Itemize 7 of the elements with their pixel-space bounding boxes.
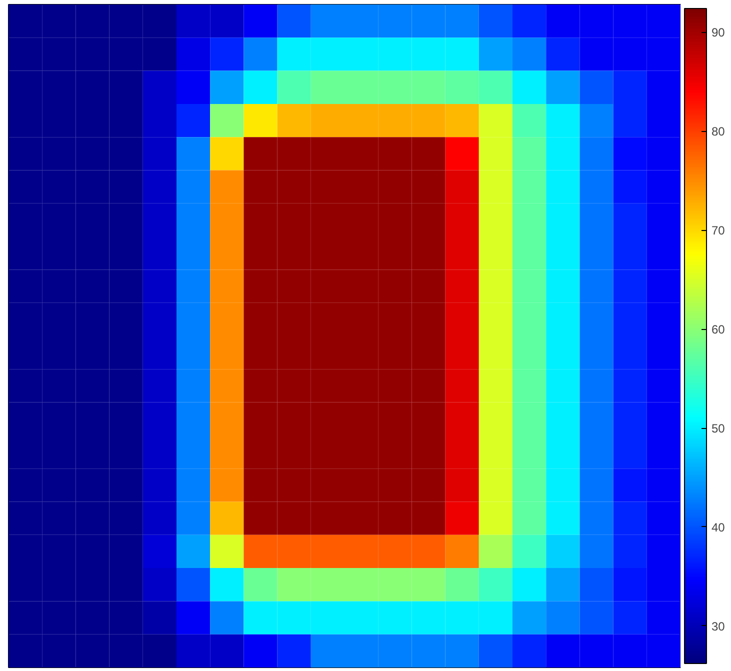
color-bar-label: 80 bbox=[712, 124, 726, 139]
color-bar-label: 90 bbox=[712, 26, 726, 40]
color-bar-label: 60 bbox=[712, 322, 726, 337]
color-bar-label: 70 bbox=[712, 224, 726, 238]
color-bar-label: 50 bbox=[712, 422, 726, 436]
color-bar-label: 30 bbox=[712, 619, 726, 634]
color-bar-label: 40 bbox=[712, 520, 726, 534]
